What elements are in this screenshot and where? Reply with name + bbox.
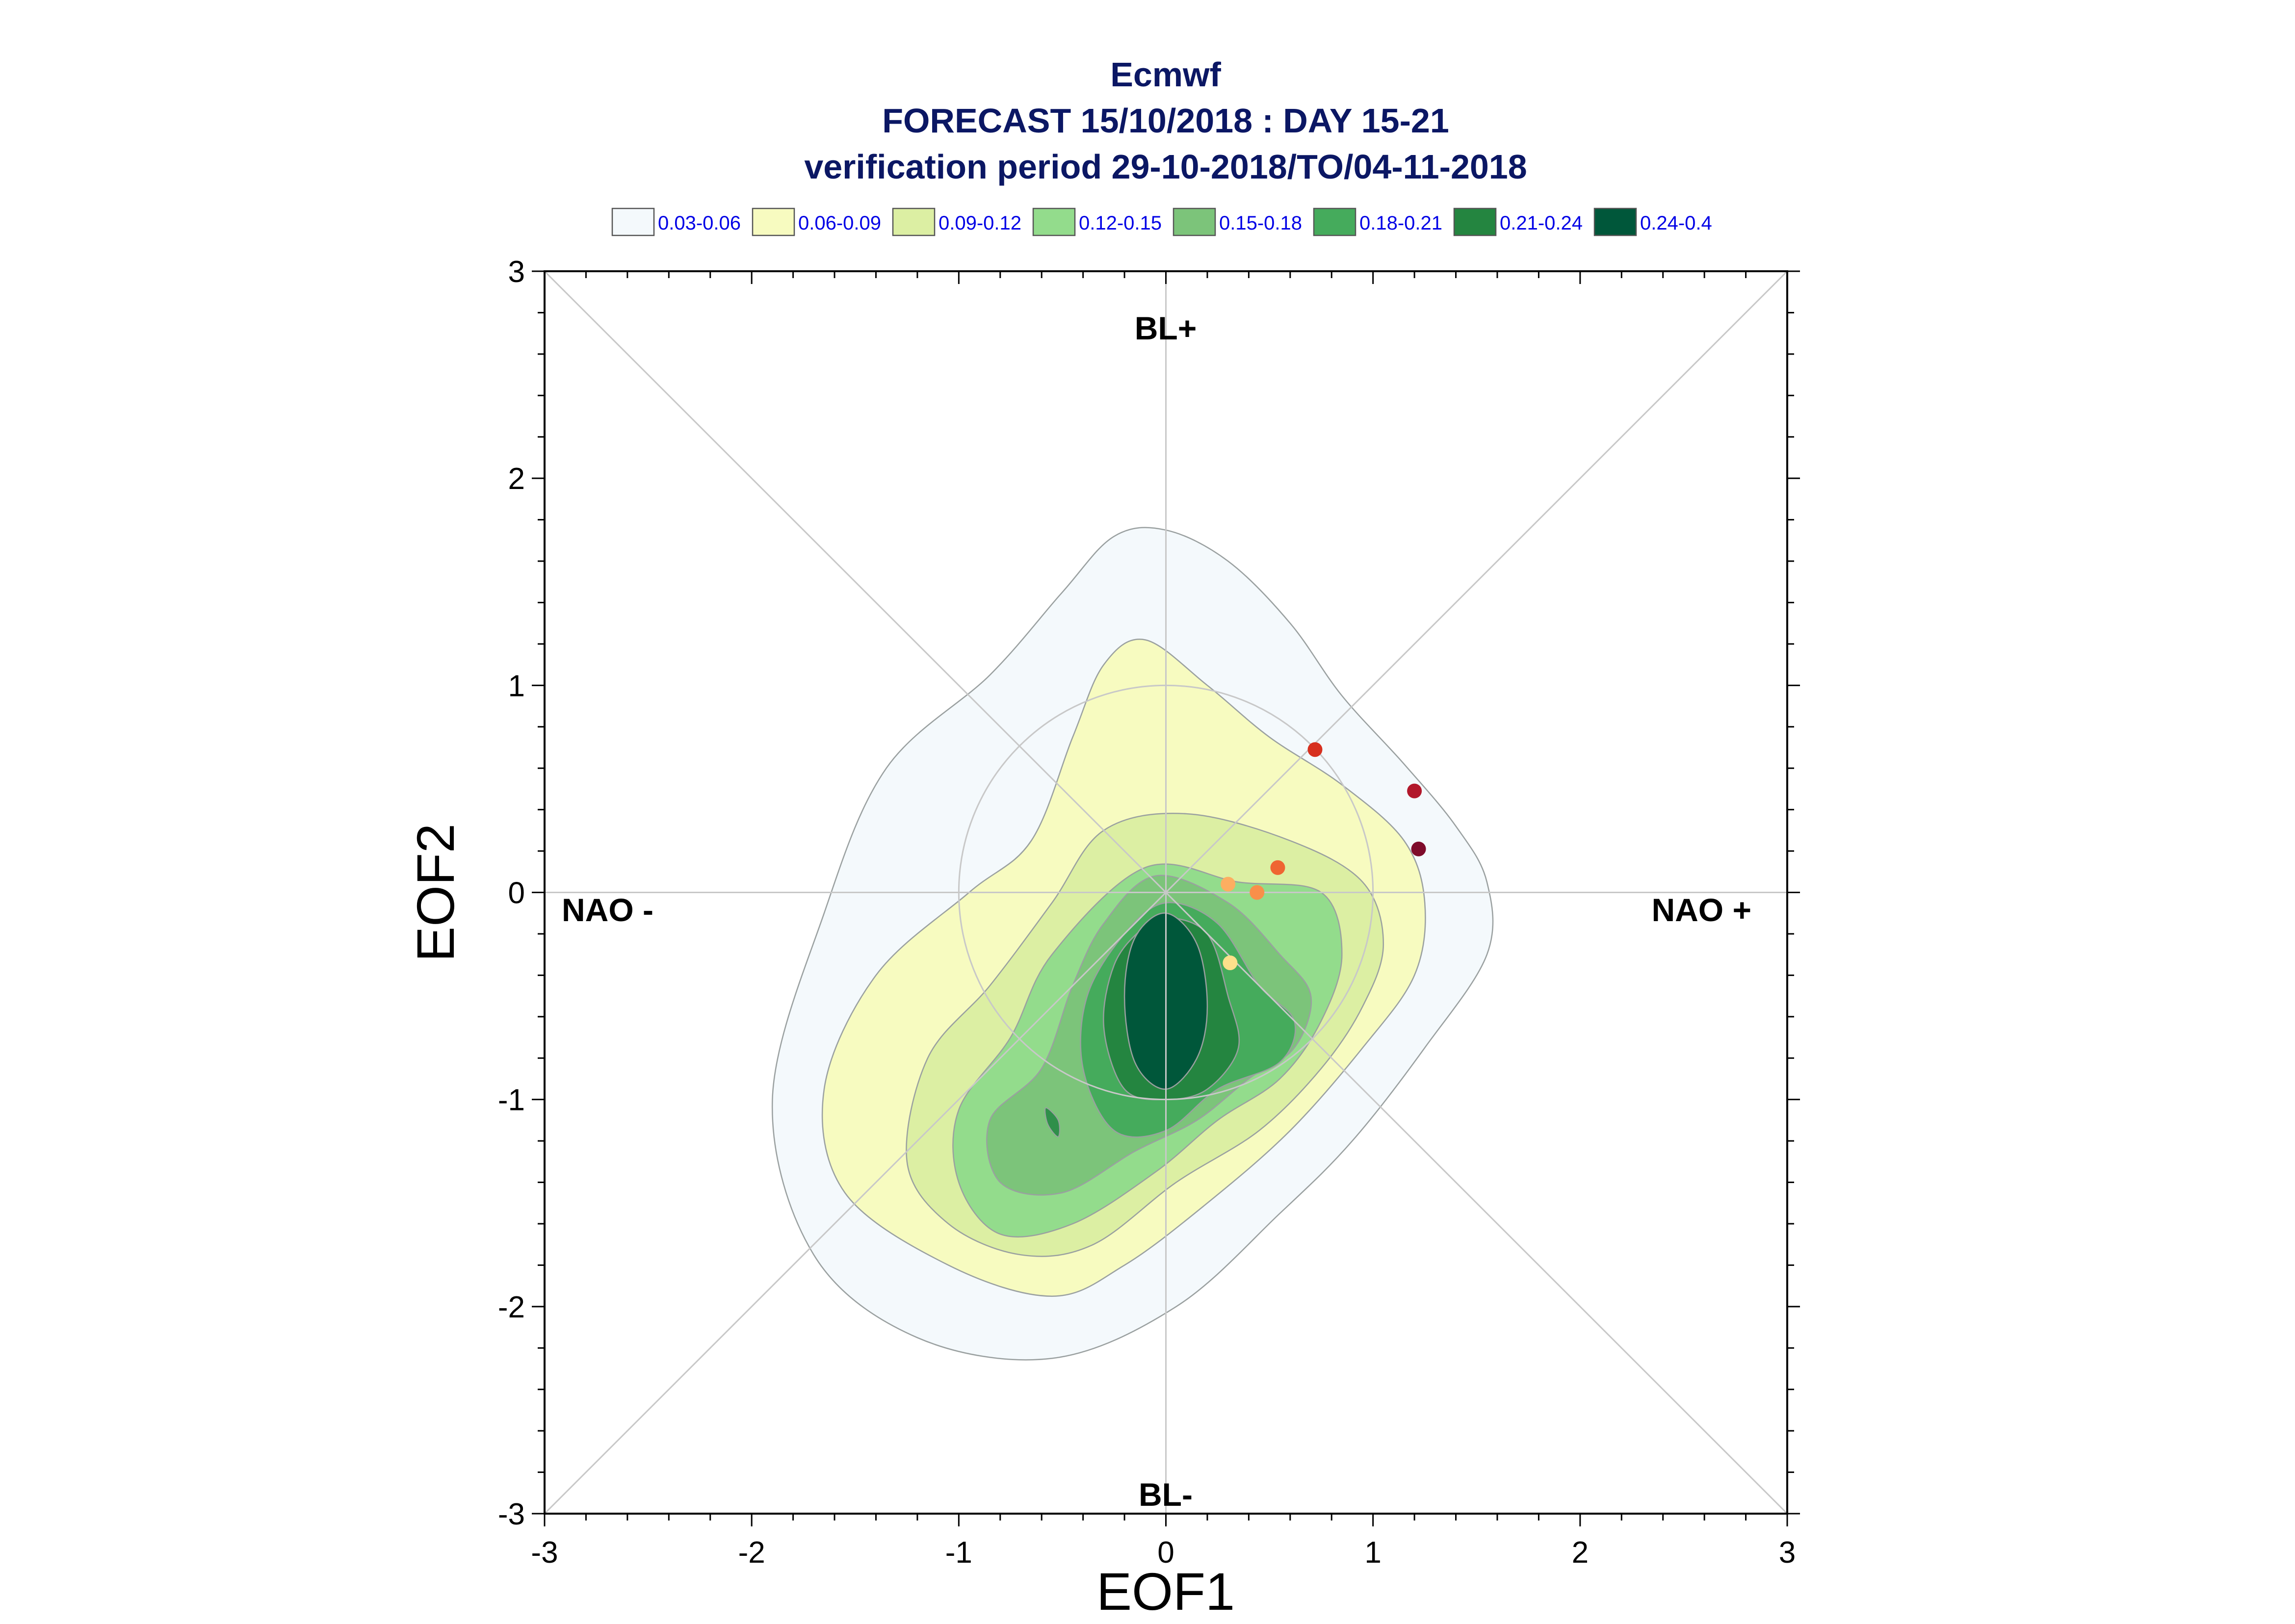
y-tick-label: 1: [508, 669, 525, 703]
legend-label-1: 0.03-0.06: [658, 212, 741, 234]
chart-subtitle-verification: verification period 29-10-2018/TO/04-11-…: [804, 148, 1527, 186]
grid-unit-circle: [958, 684, 1374, 1101]
x-tick-label: -3: [531, 1536, 558, 1570]
contour-blob-1: [1044, 1107, 1060, 1137]
regime-label-bl-plus: BL+: [1135, 310, 1197, 346]
legend-swatch-7: [1453, 207, 1497, 236]
forecast-point-3: [1411, 841, 1426, 856]
legend-label-8: 0.24-0.4: [1640, 212, 1712, 234]
y-tick-label: 0: [508, 876, 525, 910]
grid-lines: [545, 271, 1787, 1514]
axis-ticks: -3 -2 -1 0 1 2 3 -3 -2 -1 0 1 2 3: [498, 255, 1800, 1570]
y-tick-label: -2: [498, 1290, 525, 1324]
x-axis-label: EOF1: [1096, 1562, 1235, 1621]
legend-swatch-4: [1032, 207, 1076, 236]
grid-diagonal-falling: [545, 271, 1787, 1514]
legend-swatch-5: [1173, 207, 1216, 236]
y-axis-label: EOF2: [406, 824, 465, 962]
legend-label-4: 0.12-0.15: [1079, 212, 1162, 234]
legend-swatch-1: [611, 207, 655, 236]
regime-label-nao-plus: NAO +: [1651, 892, 1751, 928]
chart-titles: Ecmwf FORECAST 15/10/2018 : DAY 15-21 ve…: [804, 55, 1527, 186]
y-tick-label: 2: [508, 462, 525, 496]
x-tick-label: 1: [1364, 1536, 1381, 1570]
y-tick-label: 3: [508, 255, 525, 289]
forecast-point-1: [1307, 742, 1323, 757]
legend-swatch-3: [892, 207, 936, 236]
forecast-point-2: [1407, 783, 1422, 799]
chart-subtitle-forecast: FORECAST 15/10/2018 : DAY 15-21: [882, 102, 1449, 140]
legend-label-7: 0.21-0.24: [1500, 212, 1583, 234]
forecast-point-5: [1221, 876, 1236, 892]
forecast-point-6: [1250, 885, 1265, 900]
legend-label-2: 0.06-0.09: [798, 212, 881, 234]
legend-swatch-2: [752, 207, 795, 236]
x-tick-label: 2: [1572, 1536, 1589, 1570]
legend: 0.03-0.06 0.06-0.09 0.09-0.12 0.12-0.15 0.15…: [611, 207, 1712, 236]
regime-label-nao-minus: NAO -: [562, 892, 653, 928]
forecast-points: [1221, 742, 1426, 971]
x-tick-label: 0: [1157, 1536, 1174, 1570]
chart-title: Ecmwf: [1110, 55, 1221, 94]
forecast-point-4: [1270, 860, 1285, 875]
y-tick-label: -1: [498, 1083, 525, 1117]
legend-label-6: 0.18-0.21: [1359, 212, 1442, 234]
legend-swatch-6: [1313, 207, 1356, 236]
density-contours: [771, 527, 1494, 1361]
regime-label-bl-minus: BL-: [1139, 1476, 1193, 1513]
x-tick-label: 3: [1779, 1536, 1796, 1570]
legend-swatch-8: [1593, 207, 1637, 236]
x-tick-label: -1: [945, 1536, 972, 1570]
y-tick-label: -3: [498, 1497, 525, 1531]
legend-label-5: 0.15-0.18: [1219, 212, 1302, 234]
forecast-point-7: [1223, 955, 1238, 971]
regime-labels: BL+ BL- NAO - NAO +: [562, 310, 1751, 1513]
legend-label-3: 0.09-0.12: [939, 212, 1021, 234]
x-tick-label: -2: [738, 1536, 765, 1570]
